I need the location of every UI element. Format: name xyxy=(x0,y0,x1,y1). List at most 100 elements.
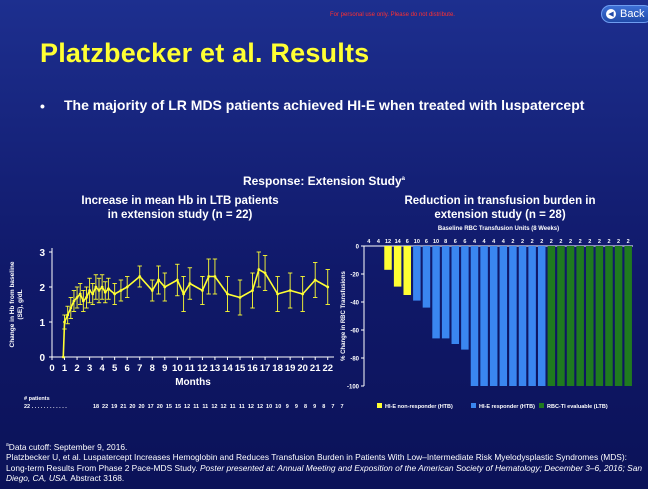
tx-baseline-units-label: 4 xyxy=(492,239,496,245)
tx-baseline-units-label: 2 xyxy=(598,239,601,245)
hb-x-tick-label: 11 xyxy=(185,363,196,374)
tx-y-axis-label: % Change in RBC Transfusions xyxy=(341,271,347,361)
hb-data-point xyxy=(257,268,261,271)
tx-baseline-units-label: 2 xyxy=(531,239,534,245)
tx-bar xyxy=(509,246,517,386)
tx-baseline-units-label: 10 xyxy=(433,239,439,245)
transfusion-chart-title-line: extension study (n = 28) xyxy=(434,209,566,221)
hb-data-point xyxy=(238,296,242,299)
hb-chart-title-line: Increase in mean Hb in LTB patients xyxy=(81,195,279,207)
tx-y-tick-label: -60 xyxy=(350,329,359,335)
hb-data-point xyxy=(251,289,254,292)
hb-x-tick-label: 20 xyxy=(297,363,308,374)
hb-y-tick-label: 3 xyxy=(39,248,45,259)
tx-bar xyxy=(624,246,632,386)
hb-patients-count: 15 xyxy=(175,404,181,410)
hb-data-point xyxy=(97,289,101,292)
hb-data-point xyxy=(113,292,117,296)
hb-data-point xyxy=(66,313,70,317)
tx-bar xyxy=(393,246,402,287)
tx-bar xyxy=(586,246,594,386)
hb-patients-count: 12 xyxy=(211,404,217,410)
tx-subtitle: Baseline RBC Transfusion Units (8 Weeks) xyxy=(438,226,559,232)
hb-data-point xyxy=(150,289,154,292)
footnote-citation: Platzbecker U, et al. Luspatercept Incre… xyxy=(6,452,646,484)
tx-baseline-units-label: 4 xyxy=(483,239,487,245)
hb-patients-count: 11 xyxy=(230,404,236,410)
transfusion-chart-title: Reduction in transfusion burden in exten… xyxy=(375,194,625,222)
back-button[interactable]: ◀ Back xyxy=(601,5,648,23)
tx-baseline-units-label: 4 xyxy=(502,239,506,245)
study-title-sup: a xyxy=(401,176,406,182)
tx-bar xyxy=(441,246,450,339)
hb-data-point xyxy=(91,292,95,296)
hb-x-tick-label: 13 xyxy=(210,363,221,374)
tx-y-tick-label: -20 xyxy=(350,273,359,279)
study-title-text: Response: Extension Study xyxy=(242,174,402,188)
footnote-sup: a xyxy=(6,442,9,448)
footnote-citation-text: Platzbecker U, et al. Luspatercept Incre… xyxy=(6,452,627,473)
hb-chart-title: Increase in mean Hb in LTB patients in e… xyxy=(60,194,300,222)
tx-bar xyxy=(489,246,498,386)
tx-baseline-units-label: 2 xyxy=(607,239,610,245)
tx-bar xyxy=(557,246,565,386)
hb-data-point xyxy=(78,292,82,296)
footnote-cutoff: Data cutoff: September 9, 2016. xyxy=(8,441,128,452)
hb-patients-count: 12 xyxy=(184,404,190,410)
tx-y-tick-label: 0 xyxy=(356,245,360,251)
tx-bar xyxy=(537,246,546,386)
hb-data-point xyxy=(313,278,317,282)
tx-y-tick-label: -80 xyxy=(350,357,359,363)
hb-x-tick-label: 3 xyxy=(87,363,92,374)
tx-baseline-units-label: 14 xyxy=(395,239,402,245)
tx-bar xyxy=(518,246,527,386)
tx-baseline-units-label: 2 xyxy=(511,239,514,245)
hb-series-line xyxy=(62,268,329,358)
tx-baseline-units-label: 4 xyxy=(367,239,371,245)
hb-patients-count: 11 xyxy=(202,404,208,410)
hb-x-tick-label: 5 xyxy=(112,363,118,374)
hb-patients-count: 7 xyxy=(331,404,334,410)
hb-x-tick-label: 10 xyxy=(172,363,183,374)
footnote-line1: aData cutoff: September 9, 2016. xyxy=(6,440,646,452)
hb-patients-count: 20 xyxy=(129,404,135,410)
tx-baseline-units-label: 2 xyxy=(617,239,620,245)
hb-x-tick-label: 18 xyxy=(272,363,283,374)
hb-data-point xyxy=(213,275,217,278)
tx-baseline-units-label: 4 xyxy=(473,239,477,245)
hb-data-point xyxy=(81,299,85,303)
disclaimer: For personal use only. Please do not dis… xyxy=(330,12,455,18)
hb-data-point xyxy=(125,285,129,289)
tx-baseline-units-label: 2 xyxy=(627,239,630,245)
tx-legend-swatch xyxy=(471,403,476,408)
hb-data-point xyxy=(276,292,279,296)
hb-chart-title-line: in extension study (n = 22) xyxy=(107,209,253,221)
hb-data-point xyxy=(75,296,79,299)
hb-patients-count: 22 . . . . . . . . . . . . xyxy=(24,404,67,410)
transfusion-chart-title-line: Reduction in transfusion burden in xyxy=(404,195,596,207)
hb-x-tick-label: 1 xyxy=(62,363,68,374)
footnote: aData cutoff: September 9, 2016. Platzbe… xyxy=(6,440,646,484)
hb-x-tick-label: 14 xyxy=(222,363,233,374)
hb-data-point xyxy=(207,275,211,278)
tx-bar xyxy=(413,246,421,301)
hb-patients-count: 15 xyxy=(166,404,172,410)
tx-bar xyxy=(576,246,584,386)
tx-legend-label: HI-E responder (HTB) xyxy=(479,404,535,410)
hb-y-axis-label-line: Change in Hb from baseline xyxy=(9,261,16,347)
transfusion-bar-chart: Baseline RBC Transfusion Units (8 Weeks)… xyxy=(341,226,633,410)
hb-patients-label: # patients xyxy=(24,396,50,402)
hb-patients-count: 20 xyxy=(157,404,163,410)
hb-patients-count: 10 xyxy=(266,404,272,410)
hb-data-point xyxy=(94,285,98,289)
hb-data-point xyxy=(100,285,104,289)
tx-baseline-units-label: 8 xyxy=(444,239,447,245)
hb-patients-count: 12 xyxy=(257,404,263,410)
hb-x-tick-label: 7 xyxy=(137,363,142,374)
hb-y-tick-label: 1 xyxy=(39,318,45,329)
hb-x-tick-label: 21 xyxy=(310,363,321,374)
hb-data-point xyxy=(63,320,66,324)
hb-y-axis-label-line: (SE), g/dL xyxy=(17,289,24,319)
hb-data-point xyxy=(175,278,179,282)
